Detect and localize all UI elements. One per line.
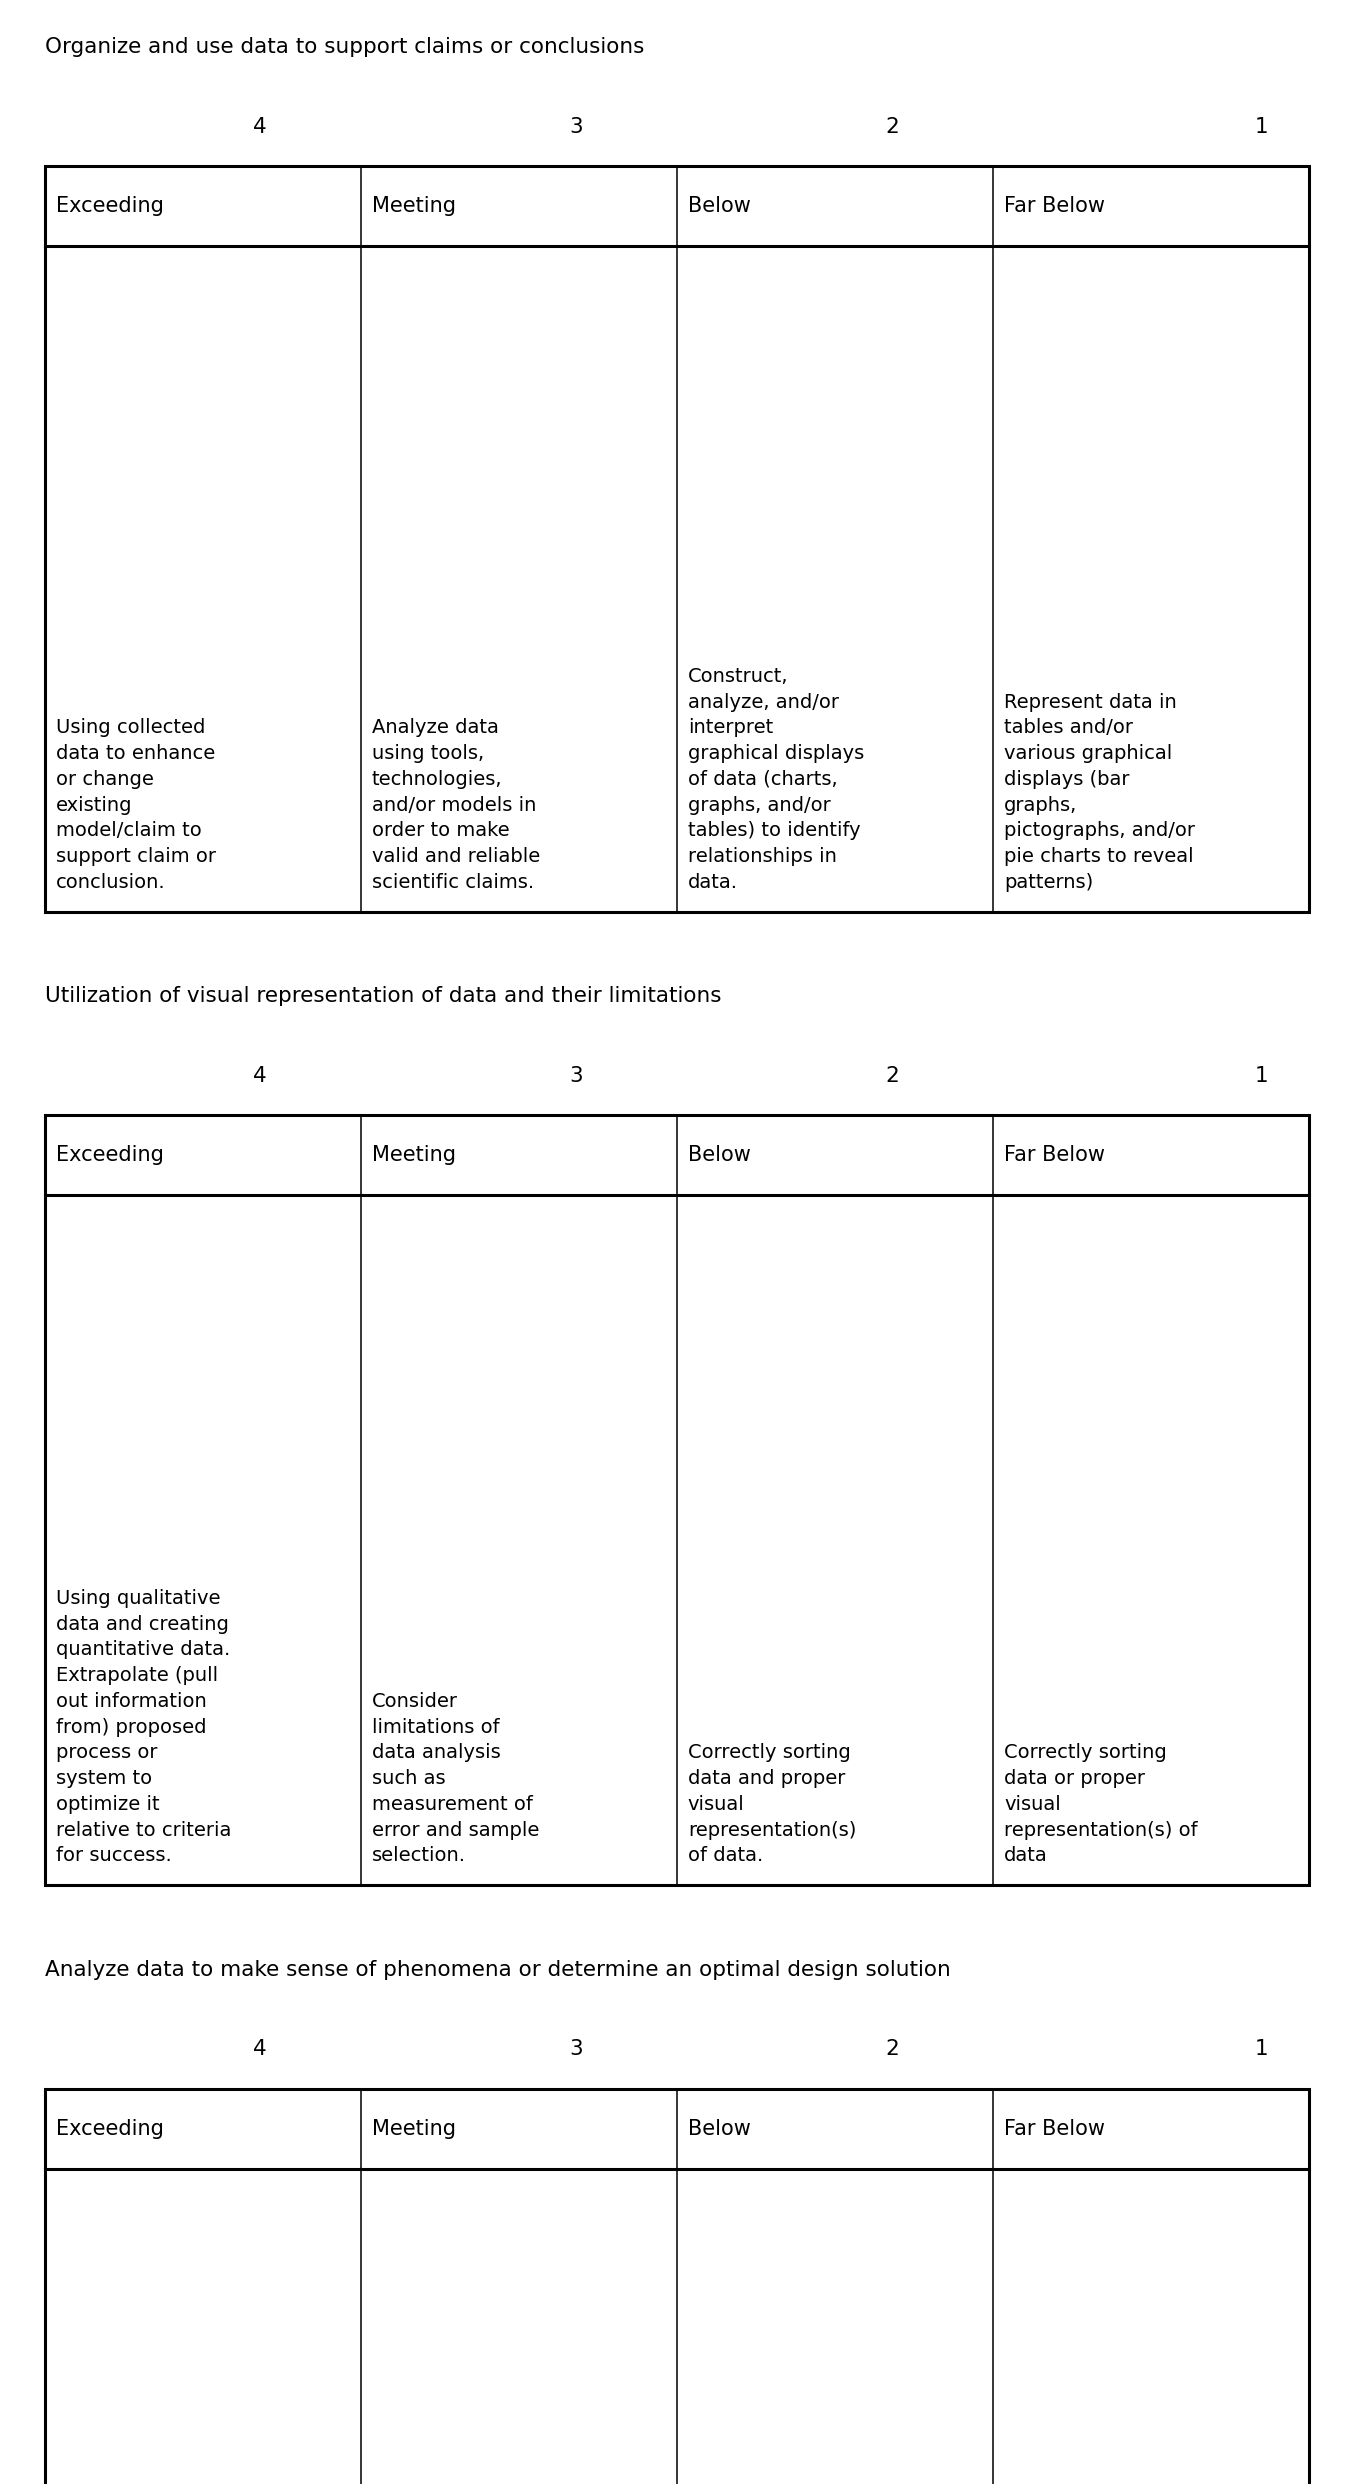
Text: Below: Below (688, 196, 750, 216)
Text: 3: 3 (569, 2039, 582, 2059)
Text: Analyze data to make sense of phenomena or determine an optimal design solution: Analyze data to make sense of phenomena … (45, 1960, 951, 1980)
Text: Meeting: Meeting (371, 1145, 456, 1165)
Text: Below: Below (688, 2119, 750, 2139)
Text: Below: Below (688, 1145, 750, 1165)
Text: Using qualitative
data and creating
quantitative data.
Extrapolate (pull
out inf: Using qualitative data and creating quan… (56, 1590, 232, 1865)
Text: 4: 4 (253, 117, 267, 137)
Text: Exceeding: Exceeding (56, 1145, 164, 1165)
Text: Consider
limitations of
data analysis
such as
measurement of
error and sample
se: Consider limitations of data analysis su… (371, 1692, 539, 1865)
Text: 3: 3 (569, 117, 582, 137)
Bar (45, 1115, 1309, 1885)
Text: Analyze data
using tools,
technologies,
and/or models in
order to make
valid and: Analyze data using tools, technologies, … (371, 718, 540, 892)
Text: Correctly sorting
data and proper
visual
representation(s)
of data.: Correctly sorting data and proper visual… (688, 1744, 856, 1865)
Text: 1: 1 (1255, 2039, 1269, 2059)
Text: Exceeding: Exceeding (56, 196, 164, 216)
Text: 4: 4 (253, 1066, 267, 1086)
Text: Far Below: Far Below (1003, 196, 1105, 216)
Text: Construct,
analyze, and/or
interpret
graphical displays
of data (charts,
graphs,: Construct, analyze, and/or interpret gra… (688, 666, 864, 892)
Text: Exceeding: Exceeding (56, 2119, 164, 2139)
Text: Organize and use data to support claims or conclusions: Organize and use data to support claims … (45, 37, 645, 57)
Text: Far Below: Far Below (1003, 1145, 1105, 1165)
Text: Correctly sorting
data or proper
visual
representation(s) of
data: Correctly sorting data or proper visual … (1003, 1744, 1198, 1865)
Text: Meeting: Meeting (371, 196, 456, 216)
Text: Represent data in
tables and/or
various graphical
displays (bar
graphs,
pictogra: Represent data in tables and/or various … (1003, 693, 1196, 892)
Text: 2: 2 (886, 2039, 899, 2059)
Text: Meeting: Meeting (371, 2119, 456, 2139)
Bar (45, 2089, 1309, 2484)
Text: 2: 2 (886, 117, 899, 137)
Bar (45, 166, 1309, 912)
Text: 4: 4 (253, 2039, 267, 2059)
Text: Far Below: Far Below (1003, 2119, 1105, 2139)
Text: 3: 3 (569, 1066, 582, 1086)
Text: Using collected
data to enhance
or change
existing
model/claim to
support claim : Using collected data to enhance or chang… (56, 718, 215, 892)
Text: 1: 1 (1255, 117, 1269, 137)
Text: Utilization of visual representation of data and their limitations: Utilization of visual representation of … (45, 986, 722, 1006)
Text: 2: 2 (886, 1066, 899, 1086)
Text: 1: 1 (1255, 1066, 1269, 1086)
